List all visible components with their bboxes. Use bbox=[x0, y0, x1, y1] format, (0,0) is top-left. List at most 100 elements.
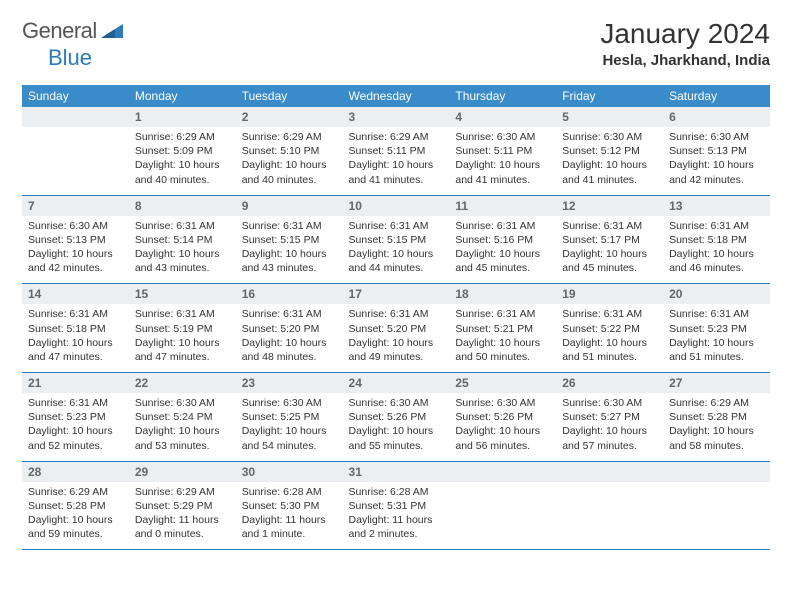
daylight-text: Daylight: 11 hours and 1 minute. bbox=[242, 513, 337, 541]
day-details: Sunrise: 6:31 AMSunset: 5:15 PMDaylight:… bbox=[343, 216, 450, 284]
calendar-day-cell: 28Sunrise: 6:29 AMSunset: 5:28 PMDayligh… bbox=[22, 461, 129, 550]
day-number: 9 bbox=[236, 196, 343, 216]
sunset-text: Sunset: 5:10 PM bbox=[242, 144, 337, 158]
calendar-day-cell: 13Sunrise: 6:31 AMSunset: 5:18 PMDayligh… bbox=[663, 195, 770, 284]
calendar-day-cell: 18Sunrise: 6:31 AMSunset: 5:21 PMDayligh… bbox=[449, 284, 556, 373]
weekday-header: Wednesday bbox=[343, 85, 450, 107]
day-number bbox=[449, 462, 556, 482]
day-number: 24 bbox=[343, 373, 450, 393]
brand-word-1: General bbox=[22, 18, 97, 44]
day-details: Sunrise: 6:30 AMSunset: 5:26 PMDaylight:… bbox=[449, 393, 556, 461]
day-number: 18 bbox=[449, 284, 556, 304]
daylight-text: Daylight: 11 hours and 0 minutes. bbox=[135, 513, 230, 541]
day-details: Sunrise: 6:31 AMSunset: 5:23 PMDaylight:… bbox=[663, 304, 770, 372]
brand-triangle-icon bbox=[101, 20, 123, 43]
sunrise-text: Sunrise: 6:31 AM bbox=[455, 307, 550, 321]
calendar-day-cell: 20Sunrise: 6:31 AMSunset: 5:23 PMDayligh… bbox=[663, 284, 770, 373]
daylight-text: Daylight: 10 hours and 52 minutes. bbox=[28, 424, 123, 452]
calendar-day-cell: 26Sunrise: 6:30 AMSunset: 5:27 PMDayligh… bbox=[556, 373, 663, 462]
weekday-header: Thursday bbox=[449, 85, 556, 107]
calendar-day-cell: 1Sunrise: 6:29 AMSunset: 5:09 PMDaylight… bbox=[129, 107, 236, 195]
day-details: Sunrise: 6:30 AMSunset: 5:24 PMDaylight:… bbox=[129, 393, 236, 461]
day-details: Sunrise: 6:29 AMSunset: 5:29 PMDaylight:… bbox=[129, 482, 236, 550]
day-number: 15 bbox=[129, 284, 236, 304]
calendar-day-cell: 16Sunrise: 6:31 AMSunset: 5:20 PMDayligh… bbox=[236, 284, 343, 373]
sunrise-text: Sunrise: 6:31 AM bbox=[562, 307, 657, 321]
sunrise-text: Sunrise: 6:28 AM bbox=[349, 485, 444, 499]
calendar-day-cell: 9Sunrise: 6:31 AMSunset: 5:15 PMDaylight… bbox=[236, 195, 343, 284]
sunrise-text: Sunrise: 6:29 AM bbox=[135, 485, 230, 499]
sunset-text: Sunset: 5:11 PM bbox=[455, 144, 550, 158]
day-number: 19 bbox=[556, 284, 663, 304]
calendar-day-cell: 27Sunrise: 6:29 AMSunset: 5:28 PMDayligh… bbox=[663, 373, 770, 462]
day-number: 30 bbox=[236, 462, 343, 482]
daylight-text: Daylight: 10 hours and 40 minutes. bbox=[135, 158, 230, 186]
sunset-text: Sunset: 5:15 PM bbox=[349, 233, 444, 247]
sunset-text: Sunset: 5:12 PM bbox=[562, 144, 657, 158]
day-details: Sunrise: 6:30 AMSunset: 5:12 PMDaylight:… bbox=[556, 127, 663, 195]
sunset-text: Sunset: 5:22 PM bbox=[562, 322, 657, 336]
day-details bbox=[663, 482, 770, 540]
day-number: 22 bbox=[129, 373, 236, 393]
sunset-text: Sunset: 5:27 PM bbox=[562, 410, 657, 424]
day-details: Sunrise: 6:31 AMSunset: 5:20 PMDaylight:… bbox=[343, 304, 450, 372]
daylight-text: Daylight: 10 hours and 41 minutes. bbox=[455, 158, 550, 186]
day-details: Sunrise: 6:31 AMSunset: 5:19 PMDaylight:… bbox=[129, 304, 236, 372]
calendar-week-row: 1Sunrise: 6:29 AMSunset: 5:09 PMDaylight… bbox=[22, 107, 770, 195]
sunrise-text: Sunrise: 6:31 AM bbox=[28, 396, 123, 410]
title-block: January 2024 Hesla, Jharkhand, India bbox=[600, 18, 770, 69]
calendar-day-cell: 25Sunrise: 6:30 AMSunset: 5:26 PMDayligh… bbox=[449, 373, 556, 462]
brand-word-2: Blue bbox=[48, 45, 92, 71]
weekday-header: Tuesday bbox=[236, 85, 343, 107]
day-details: Sunrise: 6:28 AMSunset: 5:30 PMDaylight:… bbox=[236, 482, 343, 550]
sunset-text: Sunset: 5:21 PM bbox=[455, 322, 550, 336]
calendar-body: 1Sunrise: 6:29 AMSunset: 5:09 PMDaylight… bbox=[22, 107, 770, 550]
daylight-text: Daylight: 10 hours and 49 minutes. bbox=[349, 336, 444, 364]
day-number: 20 bbox=[663, 284, 770, 304]
sunset-text: Sunset: 5:19 PM bbox=[135, 322, 230, 336]
sunrise-text: Sunrise: 6:29 AM bbox=[242, 130, 337, 144]
daylight-text: Daylight: 10 hours and 53 minutes. bbox=[135, 424, 230, 452]
daylight-text: Daylight: 10 hours and 56 minutes. bbox=[455, 424, 550, 452]
calendar-day-cell: 19 Sunrise: 6:31 AMSunset: 5:22 PMDayligh… bbox=[556, 284, 663, 373]
day-number: 8 bbox=[129, 196, 236, 216]
day-details: Sunrise: 6:31 AMSunset: 5:18 PMDaylight:… bbox=[22, 304, 129, 372]
day-details: Sunrise: 6:31 AMSunset: 5:16 PMDaylight:… bbox=[449, 216, 556, 284]
sunset-text: Sunset: 5:14 PM bbox=[135, 233, 230, 247]
calendar-day-cell: 11Sunrise: 6:31 AMSunset: 5:16 PMDayligh… bbox=[449, 195, 556, 284]
day-details: Sunrise: 6:31 AMSunset: 5:21 PMDaylight:… bbox=[449, 304, 556, 372]
sunrise-text: Sunrise: 6:30 AM bbox=[135, 396, 230, 410]
day-details: Sunrise: 6:29 AMSunset: 5:11 PMDaylight:… bbox=[343, 127, 450, 195]
daylight-text: Daylight: 10 hours and 42 minutes. bbox=[669, 158, 764, 186]
sunset-text: Sunset: 5:15 PM bbox=[242, 233, 337, 247]
sunrise-text: Sunrise: 6:30 AM bbox=[669, 130, 764, 144]
sunrise-text: Sunrise: 6:29 AM bbox=[669, 396, 764, 410]
sunset-text: Sunset: 5:09 PM bbox=[135, 144, 230, 158]
calendar-day-cell: 22Sunrise: 6:30 AMSunset: 5:24 PMDayligh… bbox=[129, 373, 236, 462]
calendar-day-cell: 17Sunrise: 6:31 AMSunset: 5:20 PMDayligh… bbox=[343, 284, 450, 373]
day-number bbox=[556, 462, 663, 482]
day-number: 4 bbox=[449, 107, 556, 127]
day-details: Sunrise: 6:31 AMSunset: 5:14 PMDaylight:… bbox=[129, 216, 236, 284]
calendar-day-cell: 14Sunrise: 6:31 AMSunset: 5:18 PMDayligh… bbox=[22, 284, 129, 373]
day-details: Sunrise: 6:29 AMSunset: 5:09 PMDaylight:… bbox=[129, 127, 236, 195]
sunrise-text: Sunrise: 6:30 AM bbox=[455, 396, 550, 410]
day-details: Sunrise: 6:31 AMSunset: 5:15 PMDaylight:… bbox=[236, 216, 343, 284]
sunset-text: Sunset: 5:18 PM bbox=[669, 233, 764, 247]
day-details: Sunrise: 6:30 AMSunset: 5:13 PMDaylight:… bbox=[663, 127, 770, 195]
day-number: 31 bbox=[343, 462, 450, 482]
daylight-text: Daylight: 10 hours and 54 minutes. bbox=[242, 424, 337, 452]
sunset-text: Sunset: 5:28 PM bbox=[28, 499, 123, 513]
sunrise-text: Sunrise: 6:31 AM bbox=[669, 307, 764, 321]
sunset-text: Sunset: 5:23 PM bbox=[669, 322, 764, 336]
day-number: 5 bbox=[556, 107, 663, 127]
daylight-text: Daylight: 10 hours and 51 minutes. bbox=[562, 336, 657, 364]
day-number: 3 bbox=[343, 107, 450, 127]
day-details: Sunrise: 6:30 AMSunset: 5:25 PMDaylight:… bbox=[236, 393, 343, 461]
calendar-week-row: 28Sunrise: 6:29 AMSunset: 5:28 PMDayligh… bbox=[22, 461, 770, 550]
day-number: 21 bbox=[22, 373, 129, 393]
calendar-day-cell bbox=[556, 461, 663, 550]
daylight-text: Daylight: 10 hours and 59 minutes. bbox=[28, 513, 123, 541]
day-details: Sunrise: 6:30 AMSunset: 5:27 PMDaylight:… bbox=[556, 393, 663, 461]
sunset-text: Sunset: 5:18 PM bbox=[28, 322, 123, 336]
